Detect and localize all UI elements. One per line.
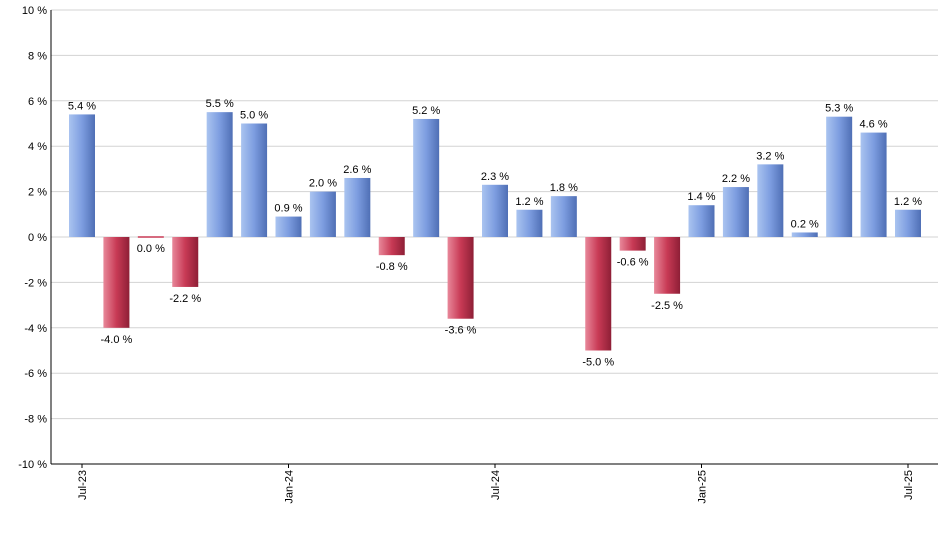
y-tick-label: 2 % [28,187,47,199]
data-label: 3.2 % [756,150,784,162]
y-tick-label: 4 % [28,141,47,153]
bars [69,112,921,351]
bar [413,118,440,237]
axes: 10 % 8 % 6 % 4 % 2 % 0 % -2 % -4 % -6 % -8 % -10 %… [18,5,938,504]
bar [757,164,784,237]
data-labels: 5.4 % -4.0 % 0.0 % -2.2 % 5.5 % 5.0 % 0.9 % 2.0… [68,98,922,368]
x-tick-label: Jan-25 [697,470,709,504]
y-tick-label: -10 % [18,459,47,471]
data-label: 0.0 % [137,243,165,255]
data-label: 2.2 % [722,173,750,185]
data-label: 1.2 % [515,196,543,208]
x-tick-label: Jul-23 [77,470,89,500]
x-tick-label: Jul-24 [490,470,502,500]
bar [791,232,818,237]
data-label: 5.2 % [412,105,440,117]
data-label: 2.6 % [343,164,371,176]
bar [860,132,887,237]
data-label: 5.3 % [825,103,853,115]
data-label: -4.0 % [101,334,133,346]
data-label: 2.3 % [481,171,509,183]
data-label: 1.8 % [550,182,578,194]
x-tick-label: Jul-25 [903,470,915,500]
bar [275,216,302,237]
data-label: -0.8 % [376,261,408,273]
data-label: 5.0 % [240,110,268,122]
bar [103,237,130,328]
data-label: -2.5 % [651,300,683,312]
bar [619,237,646,251]
y-tick-label: -6 % [24,368,47,380]
data-label: 0.9 % [274,203,302,215]
y-tick-label: 0 % [28,232,47,244]
bar [585,237,612,351]
bar [241,123,268,237]
y-tick-label: -2 % [24,277,47,289]
bar [447,237,474,319]
x-tick-label: Jan-24 [284,470,296,504]
bar [378,237,405,256]
bar [309,191,336,237]
y-tick-label: -8 % [24,414,47,426]
data-label: 2.0 % [309,178,337,190]
y-tick-label: 6 % [28,96,47,108]
bar [137,236,164,238]
bar [895,209,921,237]
data-label: 1.4 % [687,191,715,203]
data-label: -5.0 % [582,357,614,369]
bar [688,205,715,237]
bar [344,177,371,237]
data-label: -2.2 % [169,293,201,305]
y-tick-label: 8 % [28,50,47,62]
y-tick-label: 10 % [22,5,47,17]
bar [482,184,508,237]
bar [69,114,95,237]
bar [550,196,577,237]
data-label: 0.2 % [791,218,819,230]
bar [654,237,681,294]
data-label: -3.6 % [445,325,477,337]
data-label: 4.6 % [860,119,888,131]
data-label: -0.6 % [617,257,649,269]
data-label: 1.2 % [894,196,922,208]
bar [172,237,199,287]
data-label: 5.4 % [68,100,96,112]
bar [516,209,543,237]
bar [826,116,853,237]
bar [206,112,233,237]
y-tick-label: -4 % [24,323,47,335]
data-label: 5.5 % [206,98,234,110]
bar [722,187,749,237]
